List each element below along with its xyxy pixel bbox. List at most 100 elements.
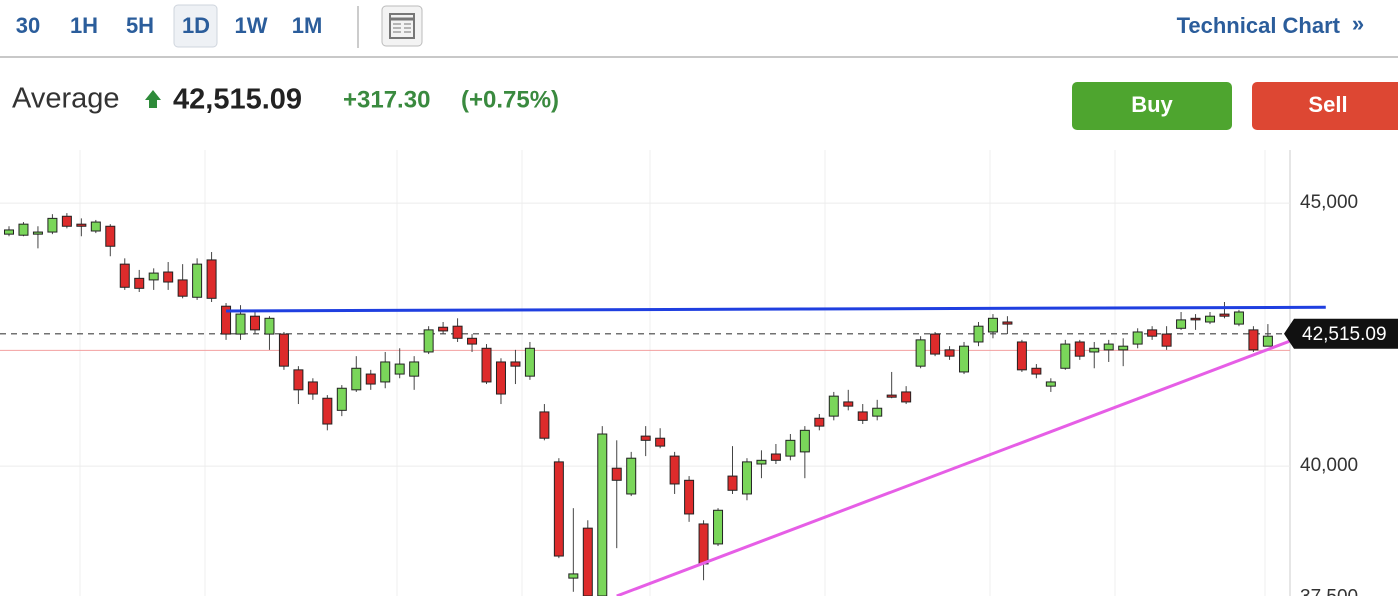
timeframe-button[interactable]: 30 [16,13,40,38]
candle-body [1002,321,1013,325]
candle-body [18,223,29,236]
candle-body [1233,311,1244,325]
candle-body [785,439,796,457]
candle-body [336,387,347,411]
sell-button[interactable] [1252,82,1398,130]
candle-body [380,361,391,383]
candle-body [640,435,651,441]
candle-body [944,349,955,357]
candle-body [597,433,608,596]
candle-body [206,259,217,299]
candle-body [1118,345,1129,351]
candle-body [872,407,883,417]
candle-body [351,367,362,391]
candle-body [987,317,998,333]
technical-chart-link[interactable]: Technical Chart [1177,13,1341,38]
candle-body [626,457,637,495]
candle-body [1190,317,1201,321]
layout-icon[interactable] [381,5,423,47]
candle-body [510,361,521,367]
candle-body [307,381,318,395]
candle-body [1176,319,1187,329]
timeframe-button[interactable]: 5H [126,13,154,38]
candle-body [438,326,449,332]
candle-body [278,333,289,367]
candle-body [249,315,260,331]
candle-body [1219,313,1230,317]
candle-body [322,397,333,425]
candle-body [467,337,478,345]
candle-body [163,271,174,283]
candle-body [90,221,101,232]
candle-body [47,217,58,233]
selected-timeframe-box [173,4,218,48]
plot [0,202,1326,596]
timeframe-button[interactable]: 1H [70,13,98,38]
candle-body [959,345,970,373]
candle-body [568,573,579,579]
candle-body [177,279,188,297]
candle-body [669,455,680,485]
candle-body [105,225,116,247]
candle-body [76,223,87,227]
candle-body [1248,329,1259,351]
candle-body [655,437,666,447]
candle-body [409,361,420,377]
quote-change-pct: (+0.75%) [461,86,559,113]
candle-body [32,231,43,235]
candle-body [713,509,724,545]
candle-body [452,325,463,339]
timeframe-button[interactable]: 1W [235,13,268,38]
candle-body [134,277,145,289]
buy-button[interactable] [1072,82,1232,130]
candle-body [973,325,984,343]
candle-body [192,263,203,298]
timeframe-button[interactable]: 1D [182,13,210,38]
quote-price: 42,515.09 [173,84,302,116]
candle-body [857,411,868,421]
candle-body [814,417,825,427]
candle-body [901,391,912,403]
candle-body [4,229,14,235]
link-arrow[interactable]: » [1352,11,1364,36]
candle-body [553,461,564,557]
candle-body [582,527,593,596]
quote-change: +317.30 [343,86,430,113]
candle-body [770,453,781,461]
candle-body [828,395,839,417]
candle-body [235,313,246,335]
candle-body [221,305,232,335]
candle-body [741,461,752,495]
candle-body [1147,329,1158,337]
candle-body [756,459,767,465]
candle-body [1205,315,1216,323]
candle-body [61,215,72,227]
candle-body [727,475,738,491]
quote-name: Average [12,83,120,115]
buy-label[interactable]: Buy [1131,92,1173,117]
candle-body [481,347,492,383]
candle-body [698,523,709,565]
candle-body [1089,347,1100,353]
candle-body [886,394,897,398]
candle-body [394,363,405,375]
candle-body [524,347,535,377]
trendline [616,331,1312,596]
timeframe-button[interactable]: 1M [292,13,323,38]
candle-body [1016,341,1027,371]
up-arrow [145,90,161,108]
candle-body [423,329,434,353]
candle-body [1262,335,1273,347]
y-tick-label: 37,500 [1300,587,1358,596]
candle-body [495,361,506,395]
candle-body [1161,333,1172,347]
candle-body [1103,343,1114,351]
candle-body [148,272,159,281]
candle-body [684,479,695,515]
candle-body [1060,343,1071,369]
candle-body [1031,367,1042,375]
sell-label[interactable]: Sell [1308,92,1347,117]
price-label: 42,515.09 [1302,324,1387,345]
candle-body [1045,381,1056,387]
price-label-box [1284,318,1398,349]
